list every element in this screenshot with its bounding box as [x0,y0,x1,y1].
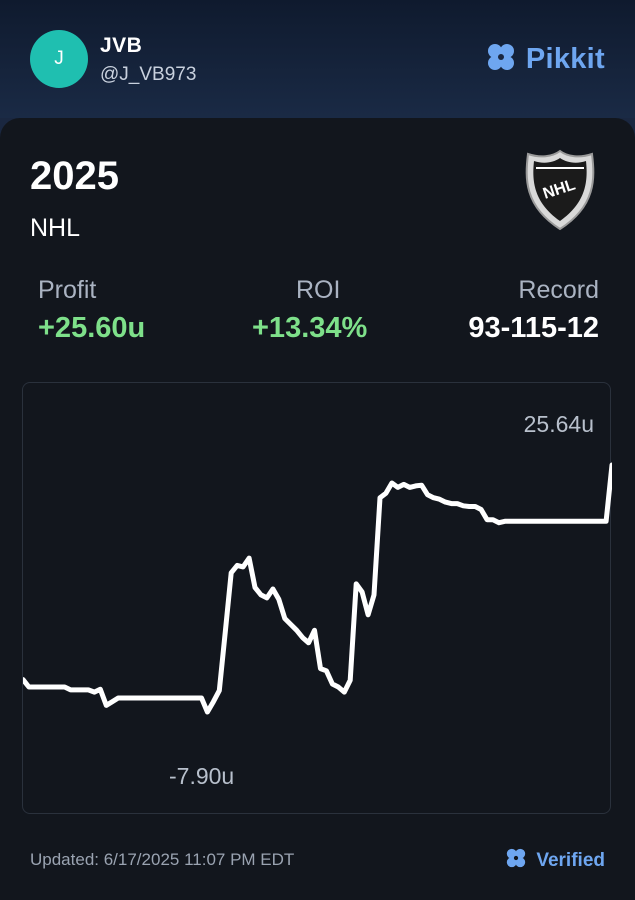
profit-chart: 25.64u -7.90u [22,382,612,814]
profit-value: +25.60u [38,312,146,344]
stats-card: 2025 NHL NHL Profit +25.60u ROI +13.34% … [0,118,635,900]
profile-header: J JVB @J_VB973 Pikkit [0,0,635,118]
league-name: NHL [30,214,81,242]
chart-max-label: 25.64u [523,411,594,437]
brand-logo: Pikkit [484,40,605,79]
roi-label: ROI [296,276,341,304]
record-label: Record [518,276,599,304]
verified-label: Verified [536,849,605,871]
clover-icon [504,846,528,875]
avatar[interactable]: J [30,30,88,88]
clover-icon [484,40,518,79]
user-handle: @J_VB973 [100,64,197,85]
avatar-initial: J [54,48,64,69]
record-value: 93-115-12 [468,312,599,344]
nhl-shield-icon: NHL [525,149,595,231]
brand-name: Pikkit [525,43,605,75]
profit-chart-svg [23,462,612,715]
season-year: 2025 [30,154,119,198]
user-name: JVB [100,34,143,57]
chart-min-label: -7.90u [169,763,235,789]
roi-value: +13.34% [252,312,368,344]
profit-label: Profit [38,276,97,304]
verified-badge[interactable]: Verified [504,846,605,875]
updated-timestamp: Updated: 6/17/2025 11:07 PM EDT [30,850,295,869]
profit-series-line [23,462,612,715]
